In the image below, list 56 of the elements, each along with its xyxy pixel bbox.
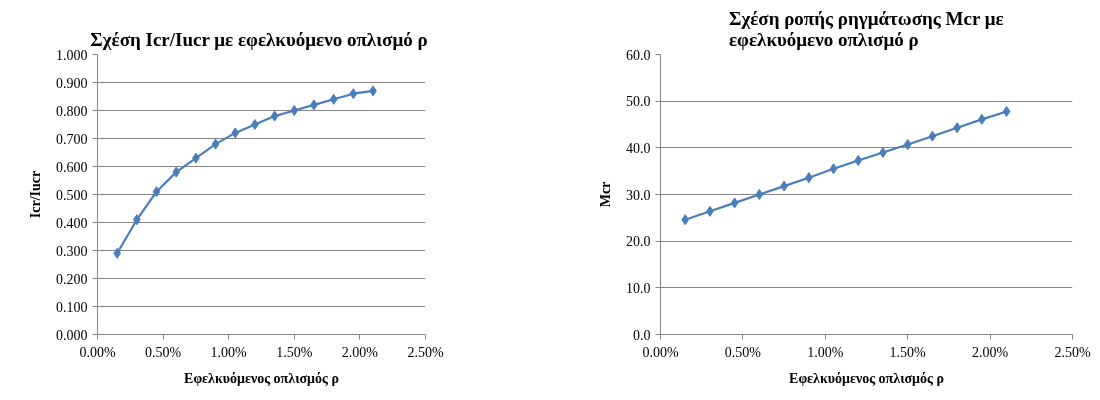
y-axis-title: Mcr [598,181,613,208]
point [681,214,690,226]
x-tick-label: 0.00% [642,344,679,360]
x-tick-label: 2.50% [1054,344,1091,360]
x-tick-label: 0.50% [145,344,182,360]
point [113,247,122,259]
chart-title: Σχέση ροπής ρηγμάτωσης Mcr με εφελκυόμενο οπλισμό ρ [728,7,1004,50]
y-tick-label: 0.0 [633,327,651,343]
point [290,105,299,116]
y-axis-title: Icr/Iucr [28,170,43,219]
point [854,154,863,166]
point [251,119,259,130]
point [903,139,912,151]
y-tick-label: 10.0 [626,280,651,296]
x-tick-label: 1.50% [276,344,313,360]
y-tick-label: 0.900 [56,75,88,91]
x-axis-title: Εφελκυόμενος οπλισμός ρ [184,370,339,386]
point [329,93,338,105]
y-tick-label: 0.700 [56,131,88,147]
point [730,197,739,209]
point [172,166,181,178]
point [1002,105,1011,117]
x-tick-label: 0.50% [724,344,762,360]
y-tick-label: 40.0 [626,140,651,156]
x-tick-label: 1.50% [889,344,927,360]
y-tick-label: 1.000 [56,47,88,63]
y-tick-label: 20.0 [626,234,651,250]
y-tick-label: 50.0 [626,94,651,110]
point [755,189,764,200]
x-tick-label: 2.00% [341,344,379,360]
point [231,127,240,139]
chart-title: Σχέση Icr/Iucr με εφελκυόμενο οπλισμό ρ [90,28,428,50]
y-tick-label: 0.800 [56,103,88,119]
x-axis-title: Εφελκυόμενος οπλισμός ρ [789,370,944,386]
y-tick-label: 0.300 [56,243,88,259]
y-tick-label: 30.0 [626,187,651,203]
point [928,130,937,142]
x-tick-label: 2.50% [407,344,444,360]
x-tick-label: 1.00% [807,344,844,360]
y-tick-label: 60.0 [626,47,651,63]
point [804,172,813,184]
y-tick-label: 0.000 [56,327,88,343]
point [152,186,161,198]
point [829,163,838,175]
x-tick-label: 1.00% [210,344,248,360]
point [879,147,887,158]
x-tick-label: 0.00% [79,344,116,360]
y-tick-label: 0.100 [56,299,88,315]
y-tick-label: 0.200 [56,271,88,287]
y-tick-label: 0.400 [56,215,88,231]
y-tick-label: 0.600 [56,159,88,175]
point [349,88,358,100]
point [211,138,220,150]
x-tick-label: 2.00% [972,344,1009,360]
y-tick-label: 0.500 [56,187,88,203]
point [270,110,279,122]
